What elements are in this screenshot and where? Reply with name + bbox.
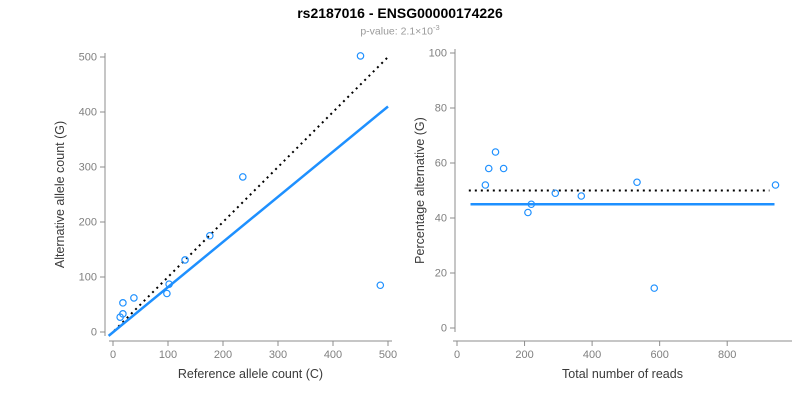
pvalue-text: p-value: 2.1×10 [360,25,433,38]
right-x-tick-label: 400 [583,349,601,361]
left-x-axis-title: Reference allele count (C) [178,367,323,381]
left-data-point [130,294,138,302]
right-y-axis-title: Percentage alternative (G) [413,117,427,264]
right-y-tick-label: 80 [435,103,447,115]
left-y-tick-label: 500 [79,52,97,64]
left-data-point [239,173,247,181]
right-y-tick-label: 40 [435,213,447,225]
identity-line [113,54,391,332]
pvalue-exponent: -3 [433,23,440,32]
right-data-point [650,284,659,292]
left-data-point [163,289,171,298]
left-data-point [165,280,173,288]
left-data-point [119,310,127,318]
plot-subtitle: p-value: 2.1×10-3 [0,23,800,38]
plot-title-text: rs2187016 - ENSG00000174226 [297,5,503,21]
left-data-point [181,256,189,264]
left-y-tick-label: 100 [79,272,97,284]
left-data-point [206,231,214,240]
left-y-tick-label: 300 [79,162,97,174]
right-y-tick-label: 20 [435,268,447,280]
left-data-point [356,52,365,60]
plot-title: rs2187016 - ENSG00000174226 [0,5,800,21]
left-data-point [119,299,127,307]
right-data-point [481,181,490,189]
left-y-axis-title: Alternative allele count (G) [53,121,67,268]
left-x-tick-label: 400 [324,349,342,361]
right-y-tick-label: 100 [429,48,447,60]
left-y-tick-label: 400 [79,107,97,119]
left-x-tick-label: 200 [214,349,232,361]
right-data-point [524,208,532,217]
right-data-point [771,181,780,189]
left-x-tick-label: 0 [110,349,116,361]
left-x-tick-label: 300 [269,349,287,361]
right-data-point [491,148,500,156]
right-x-tick-label: 0 [454,349,460,361]
right-x-tick-label: 200 [515,349,533,361]
right-y-tick-label: 60 [435,158,447,170]
right-data-point [527,200,536,209]
right-x-axis-title: Total number of reads [562,367,683,381]
left-x-tick-label: 500 [379,349,397,361]
right-data-point [499,164,508,173]
left-data-point [376,281,385,290]
right-data-point [551,189,560,198]
right-y-tick-label: 0 [441,323,447,335]
right-data-point [484,164,493,173]
right-x-tick-label: 600 [650,349,668,361]
right-x-tick-label: 800 [718,349,736,361]
right-data-point [577,192,586,200]
left-y-tick-label: 0 [91,327,97,339]
left-x-tick-label: 100 [159,349,177,361]
right-data-point [633,178,641,187]
fit-line [107,105,389,337]
left-y-tick-label: 200 [79,217,97,229]
